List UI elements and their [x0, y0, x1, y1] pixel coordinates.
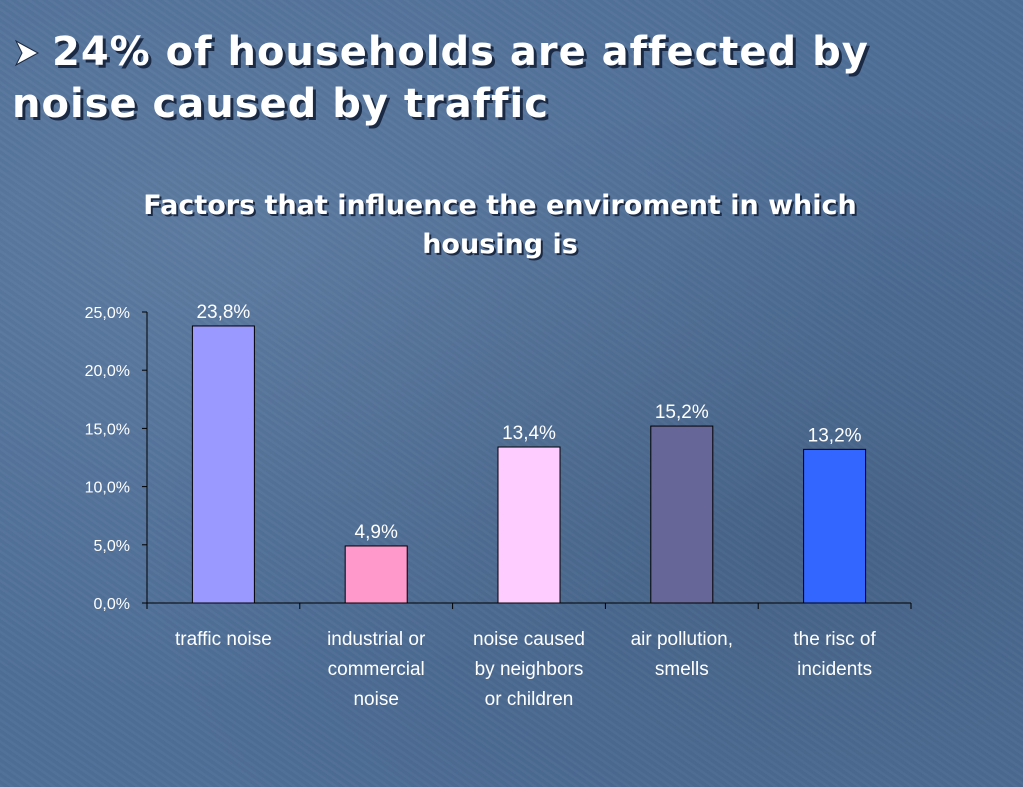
- data-label: 23,8%: [196, 302, 250, 323]
- slide-title-line-2: noise caused by traffic: [12, 81, 549, 127]
- y-tick-label: 5,0%: [94, 538, 130, 555]
- data-label: 15,2%: [655, 402, 709, 423]
- bar: [344, 545, 408, 604]
- category-label-line: by neighbors: [475, 659, 584, 680]
- category-label: air pollution, smells: [631, 629, 733, 680]
- category-label: the risc of incidents: [793, 629, 876, 680]
- bar: [191, 325, 255, 604]
- slide-title: 24% of households are affected by noise …: [12, 26, 1002, 130]
- data-label: 13,4%: [502, 423, 556, 444]
- slide-title-text-1: 24% of households are affected by: [52, 29, 869, 75]
- bar: [650, 425, 714, 604]
- bar: [497, 446, 561, 604]
- category-label-line: commercial: [328, 659, 425, 680]
- category-label-line: or children: [485, 689, 574, 710]
- category-label-line: air pollution,: [631, 629, 733, 650]
- category-label: traffic noise: [175, 629, 272, 650]
- data-label: 4,9%: [355, 522, 398, 543]
- data-label: 13,2%: [808, 425, 862, 446]
- category-label: industrial or commercial noise: [327, 629, 426, 710]
- category-label: noise caused by neighbors or children: [473, 629, 585, 710]
- category-label-line: noise caused: [473, 629, 585, 650]
- chart-title-line-1: Factors that influence the enviroment in…: [143, 190, 857, 221]
- bar: [803, 448, 867, 604]
- y-tick-label: 15,0%: [85, 421, 130, 438]
- y-tick-label: 10,0%: [85, 480, 130, 497]
- category-label-line: traffic noise: [175, 629, 272, 650]
- chart-title: Factors that influence the enviroment in…: [80, 186, 920, 264]
- y-tick-label: 25,0%: [85, 305, 130, 322]
- category-label-line: industrial or: [327, 629, 426, 650]
- slide-title-line-1: 24% of households are affected by: [12, 26, 1002, 78]
- category-label-line: noise: [353, 689, 398, 710]
- y-tick-label: 20,0%: [85, 363, 130, 380]
- arrow-bullet-icon: [12, 26, 42, 78]
- category-label-line: incidents: [797, 659, 872, 680]
- category-label-line: the risc of: [793, 629, 876, 650]
- chart-title-line-2: housing is: [422, 229, 578, 260]
- y-tick-label: 0,0%: [94, 596, 130, 613]
- category-label-line: smells: [655, 659, 709, 680]
